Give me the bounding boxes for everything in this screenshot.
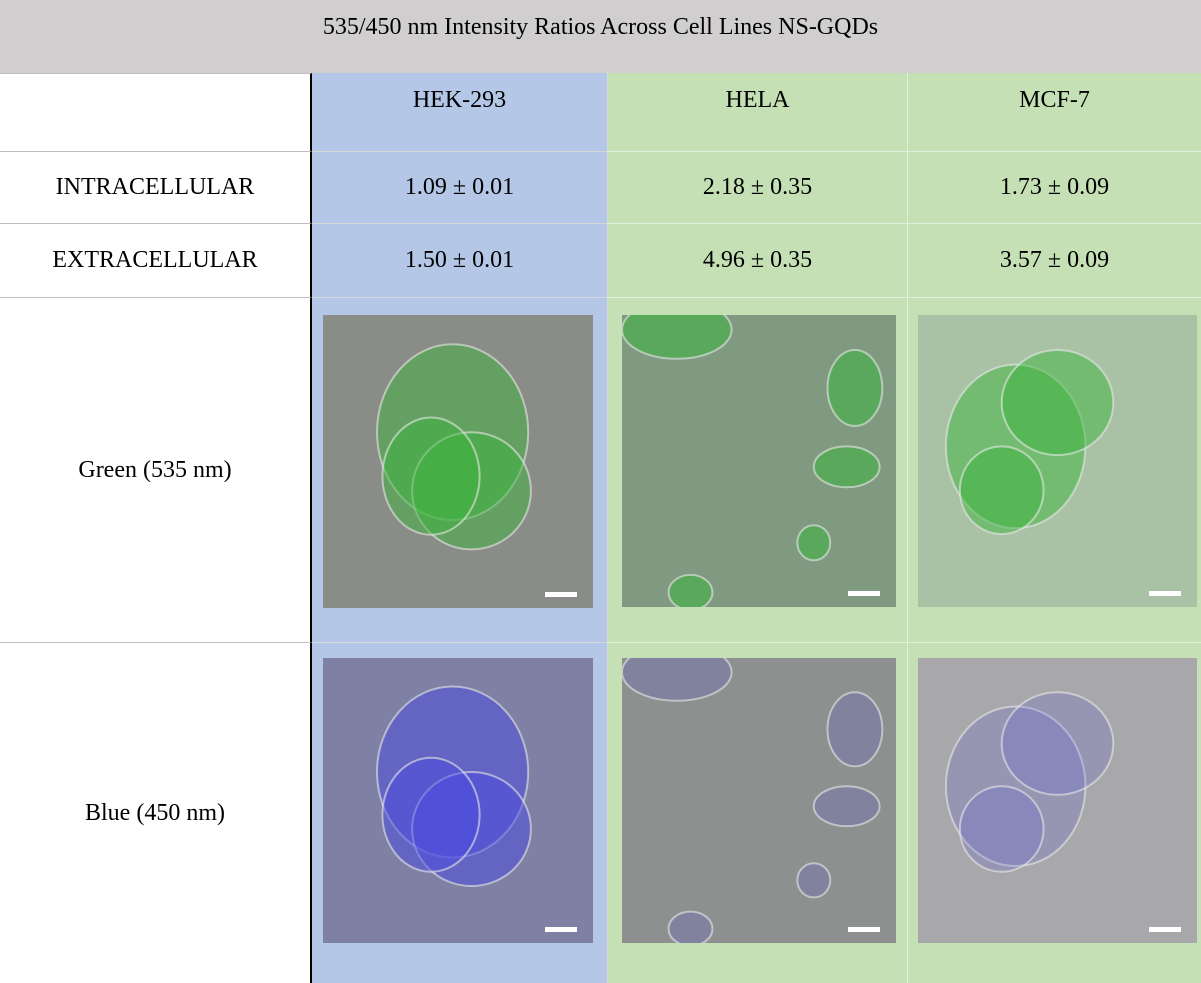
cell-shape [1002,692,1114,795]
column-header: MCF-7 [908,73,1201,152]
scale-bar [545,592,577,597]
cell-shape [382,418,479,535]
cell-shape [797,525,830,560]
value-cell: 4.96 ± 0.35 [608,224,908,298]
micrograph [622,315,896,607]
cell-shape [960,786,1044,872]
cell-shape [797,863,830,897]
value-cell: 2.18 ± 0.35 [608,152,908,224]
cell-shape [814,446,880,487]
cell-shape [828,692,883,766]
value-cell: 1.09 ± 0.01 [312,152,608,224]
cell-shape [814,786,880,826]
table-title: 535/450 nm Intensity Ratios Across Cell … [0,0,1201,73]
value-cell: 1.50 ± 0.01 [312,224,608,298]
value-cell: 1.73 ± 0.09 [908,152,1201,224]
page: 535/450 nm Intensity Ratios Across Cell … [0,0,1201,983]
cell-shape [669,912,713,943]
cell-shape [960,446,1044,534]
micrograph [918,315,1197,607]
row-label: EXTRACELLULAR [0,224,312,298]
column-header: HEK-293 [312,73,608,152]
value-cell: 3.57 ± 0.09 [908,224,1201,298]
cell-shape [669,575,713,607]
micrograph [323,315,593,608]
row-label: Blue (450 nm) [0,643,312,983]
corner-cell [0,73,312,152]
micrograph [622,658,896,943]
scale-bar [545,927,577,932]
scale-bar [848,927,880,932]
row-label: INTRACELLULAR [0,152,312,224]
scale-bar [1149,591,1181,596]
column-header: HELA [608,73,908,152]
cell-shape [1002,350,1114,455]
micrograph [918,658,1197,943]
scale-bar [1149,927,1181,932]
micrograph [323,658,593,943]
cell-shape [828,350,883,426]
scale-bar [848,591,880,596]
row-label: Green (535 nm) [0,298,312,643]
cell-shape [382,758,479,872]
